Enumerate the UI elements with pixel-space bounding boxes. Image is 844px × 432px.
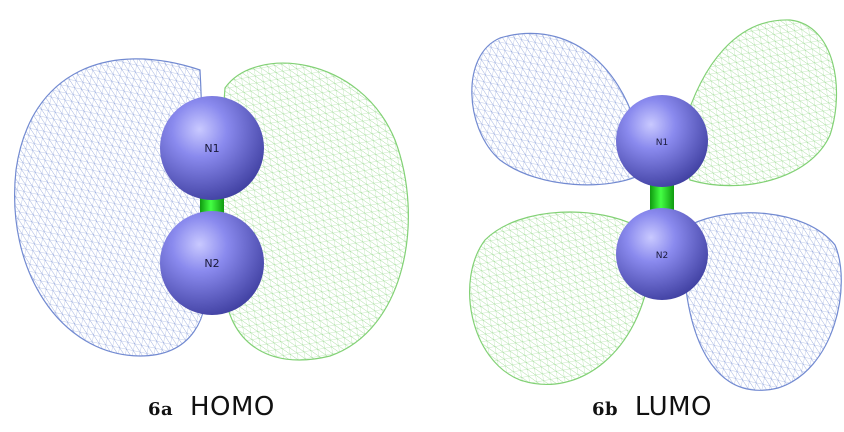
lumo-caption-title: LUMO bbox=[634, 392, 713, 422]
homo-blue-lobe bbox=[14, 58, 207, 357]
homo-caption-id: 6a bbox=[148, 399, 174, 420]
lumo-blue-lobe-top bbox=[471, 32, 641, 186]
homo-atom-n2 bbox=[160, 211, 264, 315]
lumo-atom-n2-label: N2 bbox=[656, 251, 668, 261]
lumo-atom-n1 bbox=[616, 95, 708, 187]
homo-caption: 6a HOMO bbox=[148, 392, 275, 422]
homo-atom-n2-label: N2 bbox=[204, 257, 219, 270]
homo-caption-title: HOMO bbox=[189, 392, 275, 422]
lumo-molecule: N1 N2 bbox=[616, 95, 708, 300]
lumo-caption-id: 6b bbox=[592, 399, 619, 420]
homo-green-lobe bbox=[220, 62, 409, 361]
homo-atom-n1-label: N1 bbox=[204, 142, 219, 155]
lumo-blue-lobe-bottom bbox=[683, 212, 842, 391]
lumo-atom-n2 bbox=[616, 208, 708, 300]
lumo-green-lobe-top bbox=[679, 19, 838, 187]
lumo-atom-n1-label: N1 bbox=[656, 138, 668, 148]
lumo-green-lobe-bottom bbox=[469, 211, 651, 385]
lumo-caption: 6b LUMO bbox=[592, 392, 712, 422]
homo-molecule: N1 N2 bbox=[160, 96, 264, 315]
homo-atom-n1 bbox=[160, 96, 264, 200]
